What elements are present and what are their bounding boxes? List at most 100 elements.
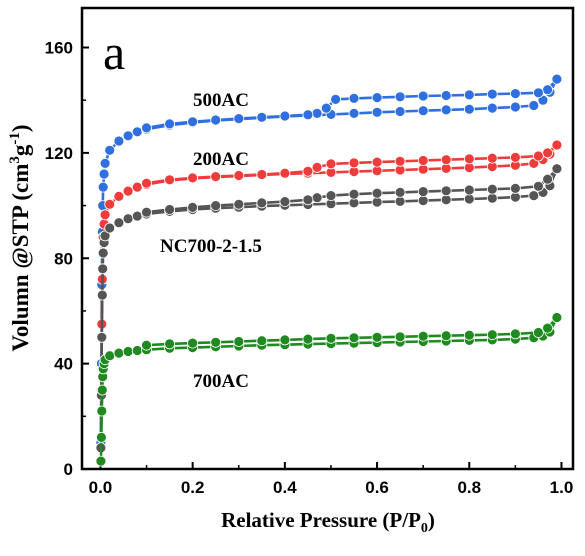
- 200ac-point: [486, 152, 498, 164]
- 500ac-point: [320, 102, 332, 114]
- 200ac-point: [551, 139, 563, 151]
- y-tick-label: 40: [54, 355, 73, 374]
- 200ac-point: [122, 185, 134, 197]
- 500ac-point: [510, 88, 521, 99]
- 500ac-point: [440, 104, 452, 116]
- 500ac-point: [348, 108, 360, 119]
- nc700-2-1-5-point: [533, 180, 544, 192]
- 200ac-point: [510, 151, 521, 163]
- 500ac-point: [164, 118, 176, 130]
- nc700-2-1-5-point: [371, 196, 383, 208]
- series-label-200ac: 200AC: [193, 149, 249, 170]
- x-axis-title-close: ): [428, 508, 435, 532]
- 700ac-point: [510, 328, 521, 340]
- 700ac-point: [210, 336, 222, 348]
- nc700-2-1-5-point: [486, 192, 498, 204]
- nc700-2-1-5-point: [463, 184, 475, 196]
- y-axis-title-sup2: -1: [7, 132, 23, 145]
- 700ac-point: [302, 333, 314, 345]
- nc700-2-1-5-point: [164, 204, 176, 215]
- series-label-700ac: 700AC: [193, 371, 249, 392]
- 500ac-point: [99, 157, 111, 169]
- 200ac-point: [131, 181, 143, 193]
- 500ac-point: [417, 105, 429, 117]
- nc700-2-1-5-point: [233, 198, 245, 210]
- series-nc700-2-1-5: [95, 163, 563, 454]
- 700ac-point: [113, 347, 125, 359]
- nc700-2-1-5-point: [131, 210, 143, 222]
- 700ac-point: [279, 334, 291, 346]
- nc700-2-1-5-point: [463, 193, 475, 205]
- 700ac-point: [96, 431, 107, 443]
- 500ac-point: [486, 88, 498, 100]
- nc700-2-1-5-point: [141, 206, 152, 218]
- 700ac-point: [187, 337, 199, 349]
- nc700-2-1-5-point: [440, 185, 452, 197]
- series-500ac: [95, 73, 563, 449]
- 700ac-point: [371, 331, 383, 343]
- 500ac-point: [486, 102, 498, 114]
- nc700-2-1-5-point: [99, 230, 111, 242]
- y-tick-label: 160: [45, 39, 73, 58]
- nc700-2-1-5-point: [279, 196, 291, 208]
- nc700-2-1-5-point: [551, 163, 563, 175]
- nc700-2-1-5-point: [256, 197, 268, 209]
- series-700ac: [95, 312, 563, 467]
- nc700-2-1-5-point: [96, 289, 108, 301]
- 500ac-point: [348, 93, 360, 104]
- 500ac-point: [551, 73, 563, 85]
- x-tick-label: 0.6: [365, 478, 389, 497]
- nc700-2-1-5-point: [348, 188, 360, 200]
- y-axis-title-main: Volumn @STP (cm: [8, 164, 34, 352]
- 700ac-point: [348, 332, 360, 344]
- 200ac-point: [187, 172, 199, 184]
- nc700-2-1-5-point: [97, 247, 109, 259]
- 200ac-point: [141, 177, 152, 189]
- nc700-2-1-5-point: [122, 213, 134, 225]
- 500ac-point: [233, 113, 245, 124]
- 700ac-point: [131, 345, 143, 356]
- 500ac-point: [330, 94, 342, 105]
- 200ac-point: [348, 157, 360, 169]
- y-axis-ticks: 0 40 80 120 160: [45, 39, 89, 479]
- 200ac-point: [302, 165, 314, 177]
- 500ac-point: [371, 106, 383, 118]
- 200ac-point: [99, 209, 111, 221]
- 500ac-point: [97, 181, 109, 193]
- nc700-2-1-5-point: [417, 195, 429, 207]
- nc700-2-1-5-point: [417, 186, 429, 198]
- 700ac-point: [164, 338, 176, 350]
- y-axis-title-sup1: 3: [7, 156, 23, 164]
- nc700-2-1-5-point: [394, 186, 406, 198]
- x-axis-title-sub: 0: [421, 521, 428, 536]
- 200ac-point: [325, 158, 337, 170]
- 200ac-point: [233, 170, 245, 181]
- nc700-2-1-5-point: [528, 190, 540, 202]
- nc700-2-1-5-point: [371, 187, 383, 199]
- y-tick-label: 0: [64, 460, 73, 479]
- 500ac-point: [394, 106, 406, 117]
- 700ac-point: [394, 331, 406, 343]
- 200ac-point: [279, 167, 291, 179]
- x-axis-ticks: 0.0 0.2 0.4 0.6 0.8 1.0: [89, 462, 573, 497]
- 700ac-point: [96, 384, 108, 396]
- y-tick-label: 80: [54, 249, 73, 268]
- 700ac-point: [141, 339, 152, 351]
- x-tick-label: 0.2: [181, 478, 205, 497]
- nc700-2-1-5-point: [210, 200, 222, 212]
- 500ac-point: [417, 90, 429, 102]
- 500ac-point: [394, 91, 406, 103]
- x-axis-title-main: Relative Pressure (P/P: [221, 508, 421, 532]
- 200ac-point: [256, 169, 268, 180]
- 700ac-point: [256, 335, 268, 347]
- 200ac-point: [463, 153, 475, 165]
- 500ac-point: [113, 135, 125, 147]
- y-tick-label: 120: [45, 144, 73, 163]
- 500ac-point: [187, 116, 199, 128]
- 700ac-point: [542, 322, 553, 334]
- 500ac-point: [311, 108, 323, 119]
- nc700-2-1-5-point: [302, 194, 314, 206]
- 700ac-point: [440, 330, 452, 342]
- 200ac-point: [164, 174, 176, 186]
